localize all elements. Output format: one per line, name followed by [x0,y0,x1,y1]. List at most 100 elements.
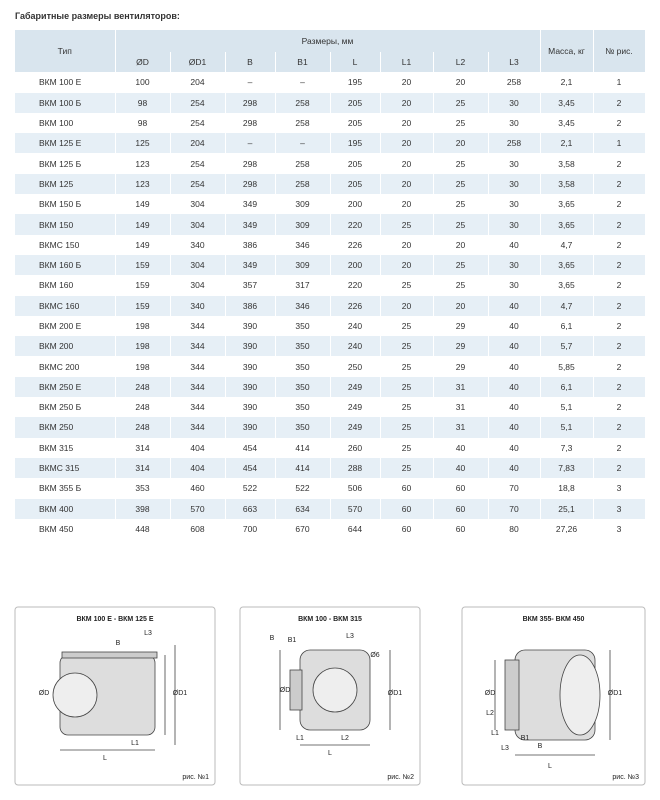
cell: 25 [380,376,434,398]
cell: 258 [488,72,541,93]
cell: 25 [433,254,489,276]
dimension-label: L3 [144,630,152,637]
cell: ВКМ 100 [15,112,116,134]
cell: 40 [433,437,489,458]
cell: 353 [115,478,171,499]
cell: ВКМС 315 [15,457,116,479]
cell: 314 [115,457,171,479]
cell: 254 [170,92,226,113]
cell: 159 [115,254,171,276]
th: ØD [115,52,171,73]
cell: 2 [593,173,646,195]
cell: 4,7 [540,295,594,316]
cell: 344 [170,315,226,337]
cell: 20 [380,92,434,113]
row: ВКМ 125 123 254 298 258 205 20 25 30 3,58 2 [15,173,646,195]
cell: 2 [593,92,646,113]
row: ВКМ 150 149 304 349 309 220 25 25 30 3,65 2 [15,214,646,235]
cell: ВКМ 450 [15,518,116,540]
cell: 25 [433,214,489,235]
cell: 205 [330,92,381,113]
cell: 7,83 [540,457,594,479]
th: L [330,52,381,73]
cell: 20 [433,234,489,255]
cell: 30 [488,194,541,215]
cell: 25 [380,457,434,479]
cell: 204 [170,72,226,93]
cell: 2 [593,336,646,357]
cell: 258 [275,92,331,113]
cell: 149 [115,214,171,235]
cell: 240 [330,336,381,357]
cell: 304 [170,214,226,235]
cell: 6,1 [540,315,594,337]
dimension-label: L1 [131,740,139,747]
cell: 20 [380,173,434,195]
cell: 18,8 [540,478,594,499]
cell: 644 [330,518,381,540]
cell: 30 [488,153,541,174]
cell: 25 [433,92,489,113]
cell: 386 [225,234,276,255]
cell: 2,1 [540,133,594,154]
cell: 390 [225,397,276,418]
cell: 70 [488,478,541,499]
cell: 149 [115,194,171,215]
dimension-label: L [103,755,107,762]
cell: 663 [225,498,276,519]
cell: 123 [115,173,171,195]
cell: 414 [275,457,331,479]
cell: 634 [275,498,331,519]
cell: ВКМ 315 [15,437,116,458]
cell: 2 [593,254,646,276]
cell: 2 [593,397,646,418]
cell: 670 [275,518,331,540]
cell: 3 [593,518,646,540]
cell: 220 [330,214,381,235]
cell: 304 [170,275,226,296]
cell: 298 [225,173,276,195]
cell: 3,45 [540,112,594,134]
cell: 2 [593,112,646,134]
cell: ВКМ 400 [15,498,116,519]
cell: 240 [330,315,381,337]
cell: 60 [380,518,434,540]
th: L2 [433,52,489,73]
figure-title: ВКМ 100 Е - ВКМ 125 Е [76,616,153,623]
cell: 2 [593,214,646,235]
row: ВКМ 150 Б 149 304 349 309 200 20 25 30 3,65 2 [15,194,646,215]
th: L3 [488,52,541,73]
th: Масса, кг [540,30,594,73]
cell: 25 [380,356,434,377]
cell: 249 [330,376,381,398]
cell: 350 [275,356,331,377]
cell: ВКМ 100 Е [15,72,116,93]
row: ВКМ 125 Е 125 204– –195 20 20 258 2,1 1 [15,133,646,154]
row: ВКМС 200 198 344 390 350 250 25 29 40 5,85 2 [15,356,646,377]
cell: 60 [380,498,434,519]
cell: 298 [225,92,276,113]
cell: ВКМ 250 Б [15,397,116,418]
cell: 506 [330,478,381,499]
cell: 198 [115,356,171,377]
figure-title: ВКМ 100 - ВКМ 315 [298,616,362,623]
cell: 30 [488,254,541,276]
cell: 25 [380,214,434,235]
cell: 31 [433,376,489,398]
dimension-label: B [270,635,275,642]
cell: 40 [488,295,541,316]
cell: 80 [488,518,541,540]
cell: 1 [593,72,646,93]
dimension-label: L1 [296,735,304,742]
cell: 40 [488,437,541,458]
cell: – [275,72,331,93]
cell: 20 [433,133,489,154]
cell: 250 [330,356,381,377]
cell: 25 [380,336,434,357]
cell: 25 [380,437,434,458]
dimension-label: L2 [486,710,494,717]
cell: 2 [593,194,646,215]
cell: 25 [380,417,434,438]
cell: 2 [593,315,646,337]
cell: 20 [433,295,489,316]
